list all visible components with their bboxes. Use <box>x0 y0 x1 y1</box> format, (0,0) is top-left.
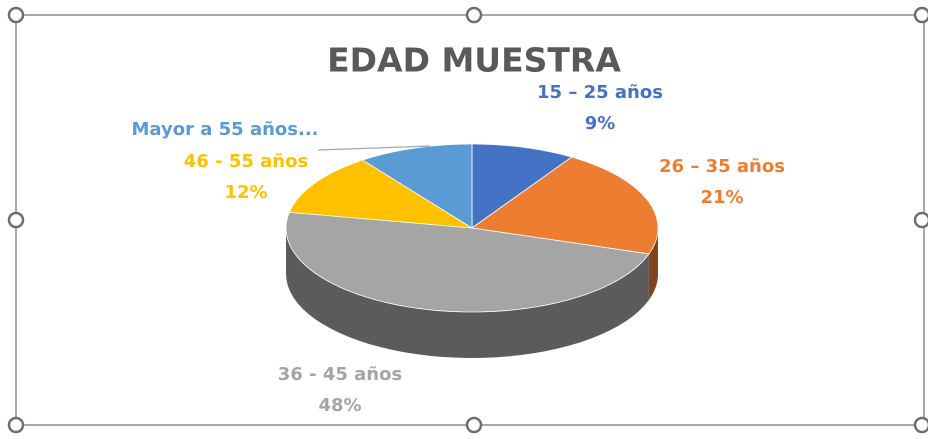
slice <box>470 156 659 255</box>
data-label-value: 48% <box>318 395 361 416</box>
slice-side <box>648 228 658 300</box>
resize-handles[interactable] <box>7 6 928 434</box>
data-label-name: 15 – 25 años <box>537 82 663 103</box>
data-label-value: 9% <box>585 113 616 134</box>
data-label-name: 36 - 45 años <box>278 364 402 385</box>
slice <box>285 211 650 313</box>
slice-side <box>286 228 649 358</box>
chart-title: EDAD MUESTRA <box>327 41 621 80</box>
slice <box>361 143 473 229</box>
leader-line <box>317 145 431 151</box>
data-label-name: 26 – 35 años <box>659 156 785 177</box>
slice <box>471 143 573 229</box>
data-label-name: 46 - 55 años <box>184 151 308 172</box>
data-label-name: Mayor a 55 años... <box>131 119 318 140</box>
data-label-value: 12% <box>224 182 267 203</box>
data-label-value: 21% <box>700 187 743 208</box>
slice <box>288 159 473 229</box>
